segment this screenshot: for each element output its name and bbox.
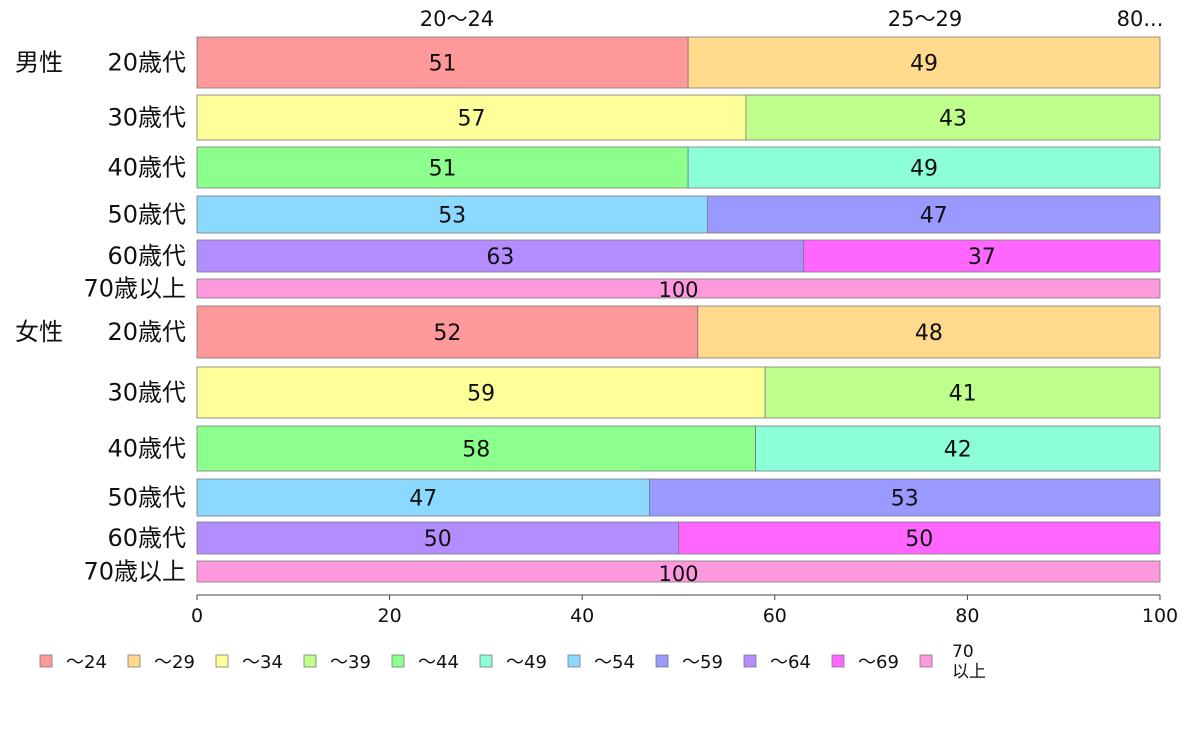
category-label: 60歳代 xyxy=(107,524,186,552)
legend-label: 70 以上 xyxy=(952,642,986,682)
bar-segment xyxy=(196,195,708,234)
legend-swatch xyxy=(215,654,229,668)
category-label: 40歳代 xyxy=(107,154,186,182)
category-label: 50歳代 xyxy=(107,484,186,512)
top-label: 25〜29 xyxy=(888,7,962,31)
legend-label: 〜24 xyxy=(66,652,107,673)
legend-label: 〜34 xyxy=(242,652,283,673)
legend-swatch xyxy=(743,654,757,668)
data-label: 47 xyxy=(409,487,437,512)
bar-segment xyxy=(196,425,756,472)
data-label: 48 xyxy=(915,321,943,346)
legend-label: 〜54 xyxy=(594,652,635,673)
data-label: 41 xyxy=(949,382,977,407)
data-label: 47 xyxy=(920,204,948,229)
x-tick-label: 0 xyxy=(191,605,203,627)
data-label: 100 xyxy=(658,562,698,586)
category-label: 20歳代 xyxy=(107,49,186,77)
data-label: 59 xyxy=(467,382,495,407)
bar-segment xyxy=(196,521,679,555)
legend-swatch xyxy=(127,654,141,668)
data-label: 63 xyxy=(486,245,514,270)
legend-label: 〜29 xyxy=(154,652,195,673)
legend-swatch xyxy=(39,654,53,668)
legend-label: 〜59 xyxy=(682,652,723,673)
bar-segment xyxy=(764,366,1161,419)
data-label: 52 xyxy=(433,321,461,346)
legend-swatch xyxy=(391,654,405,668)
x-tick-label: 100 xyxy=(1142,605,1178,627)
data-label: 49 xyxy=(910,52,938,77)
legend-swatch xyxy=(479,654,493,668)
data-label: 42 xyxy=(944,438,972,463)
legend-swatch xyxy=(831,654,845,668)
legend-label: 〜64 xyxy=(770,652,811,673)
bar-segment xyxy=(196,560,1161,583)
legend-label: 〜44 xyxy=(418,652,459,673)
data-label: 49 xyxy=(910,157,938,182)
bar-segment xyxy=(196,278,1161,299)
bar-segment xyxy=(196,366,766,419)
data-label: 58 xyxy=(462,438,490,463)
category-label: 70歳以上 xyxy=(83,275,186,303)
category-label: 60歳代 xyxy=(107,242,186,270)
category-label: 20歳代 xyxy=(107,318,186,346)
bar-segment xyxy=(196,94,747,141)
bar-segment xyxy=(803,239,1161,273)
category-label: 30歳代 xyxy=(107,104,186,132)
x-tick-label: 20 xyxy=(378,605,402,627)
legend-swatch xyxy=(655,654,669,668)
legend-label: 〜39 xyxy=(330,652,371,673)
bar-segment xyxy=(697,305,1161,359)
x-tick-label: 40 xyxy=(570,605,594,627)
bar-segment xyxy=(196,239,805,273)
data-label: 53 xyxy=(891,487,919,512)
x-tick-label: 80 xyxy=(955,605,979,627)
group-label: 女性 xyxy=(15,318,63,346)
legend-swatch xyxy=(303,654,317,668)
data-label: 57 xyxy=(457,107,485,132)
legend-label: 〜49 xyxy=(506,652,547,673)
bar-segment xyxy=(755,425,1161,472)
data-label: 100 xyxy=(658,278,698,302)
bar-segment xyxy=(196,478,651,517)
data-label: 50 xyxy=(424,527,452,552)
legend-swatch xyxy=(567,654,581,668)
bar-segment xyxy=(649,478,1161,517)
data-label: 53 xyxy=(438,204,466,229)
bar-segment xyxy=(196,36,689,89)
category-label: 40歳代 xyxy=(107,435,186,463)
data-label: 43 xyxy=(939,107,967,132)
bar-segment xyxy=(687,36,1161,89)
category-label: 70歳以上 xyxy=(83,558,186,586)
bar-segment xyxy=(678,521,1161,555)
bar-segment xyxy=(196,305,699,359)
top-label: 80... xyxy=(1117,7,1164,31)
legend-swatch xyxy=(919,654,933,668)
bar-segment xyxy=(196,146,689,189)
group-label: 男性 xyxy=(15,49,63,77)
bar-segment xyxy=(745,94,1161,141)
top-label: 20〜24 xyxy=(420,7,494,31)
category-label: 50歳代 xyxy=(107,201,186,229)
legend-label: 〜69 xyxy=(858,652,899,673)
data-label: 50 xyxy=(905,527,933,552)
bar-segment xyxy=(687,146,1161,189)
x-tick-label: 60 xyxy=(763,605,787,627)
data-label: 51 xyxy=(429,52,457,77)
bar-segment xyxy=(706,195,1161,234)
category-label: 30歳代 xyxy=(107,379,186,407)
data-label: 51 xyxy=(429,157,457,182)
data-label: 37 xyxy=(968,245,996,270)
